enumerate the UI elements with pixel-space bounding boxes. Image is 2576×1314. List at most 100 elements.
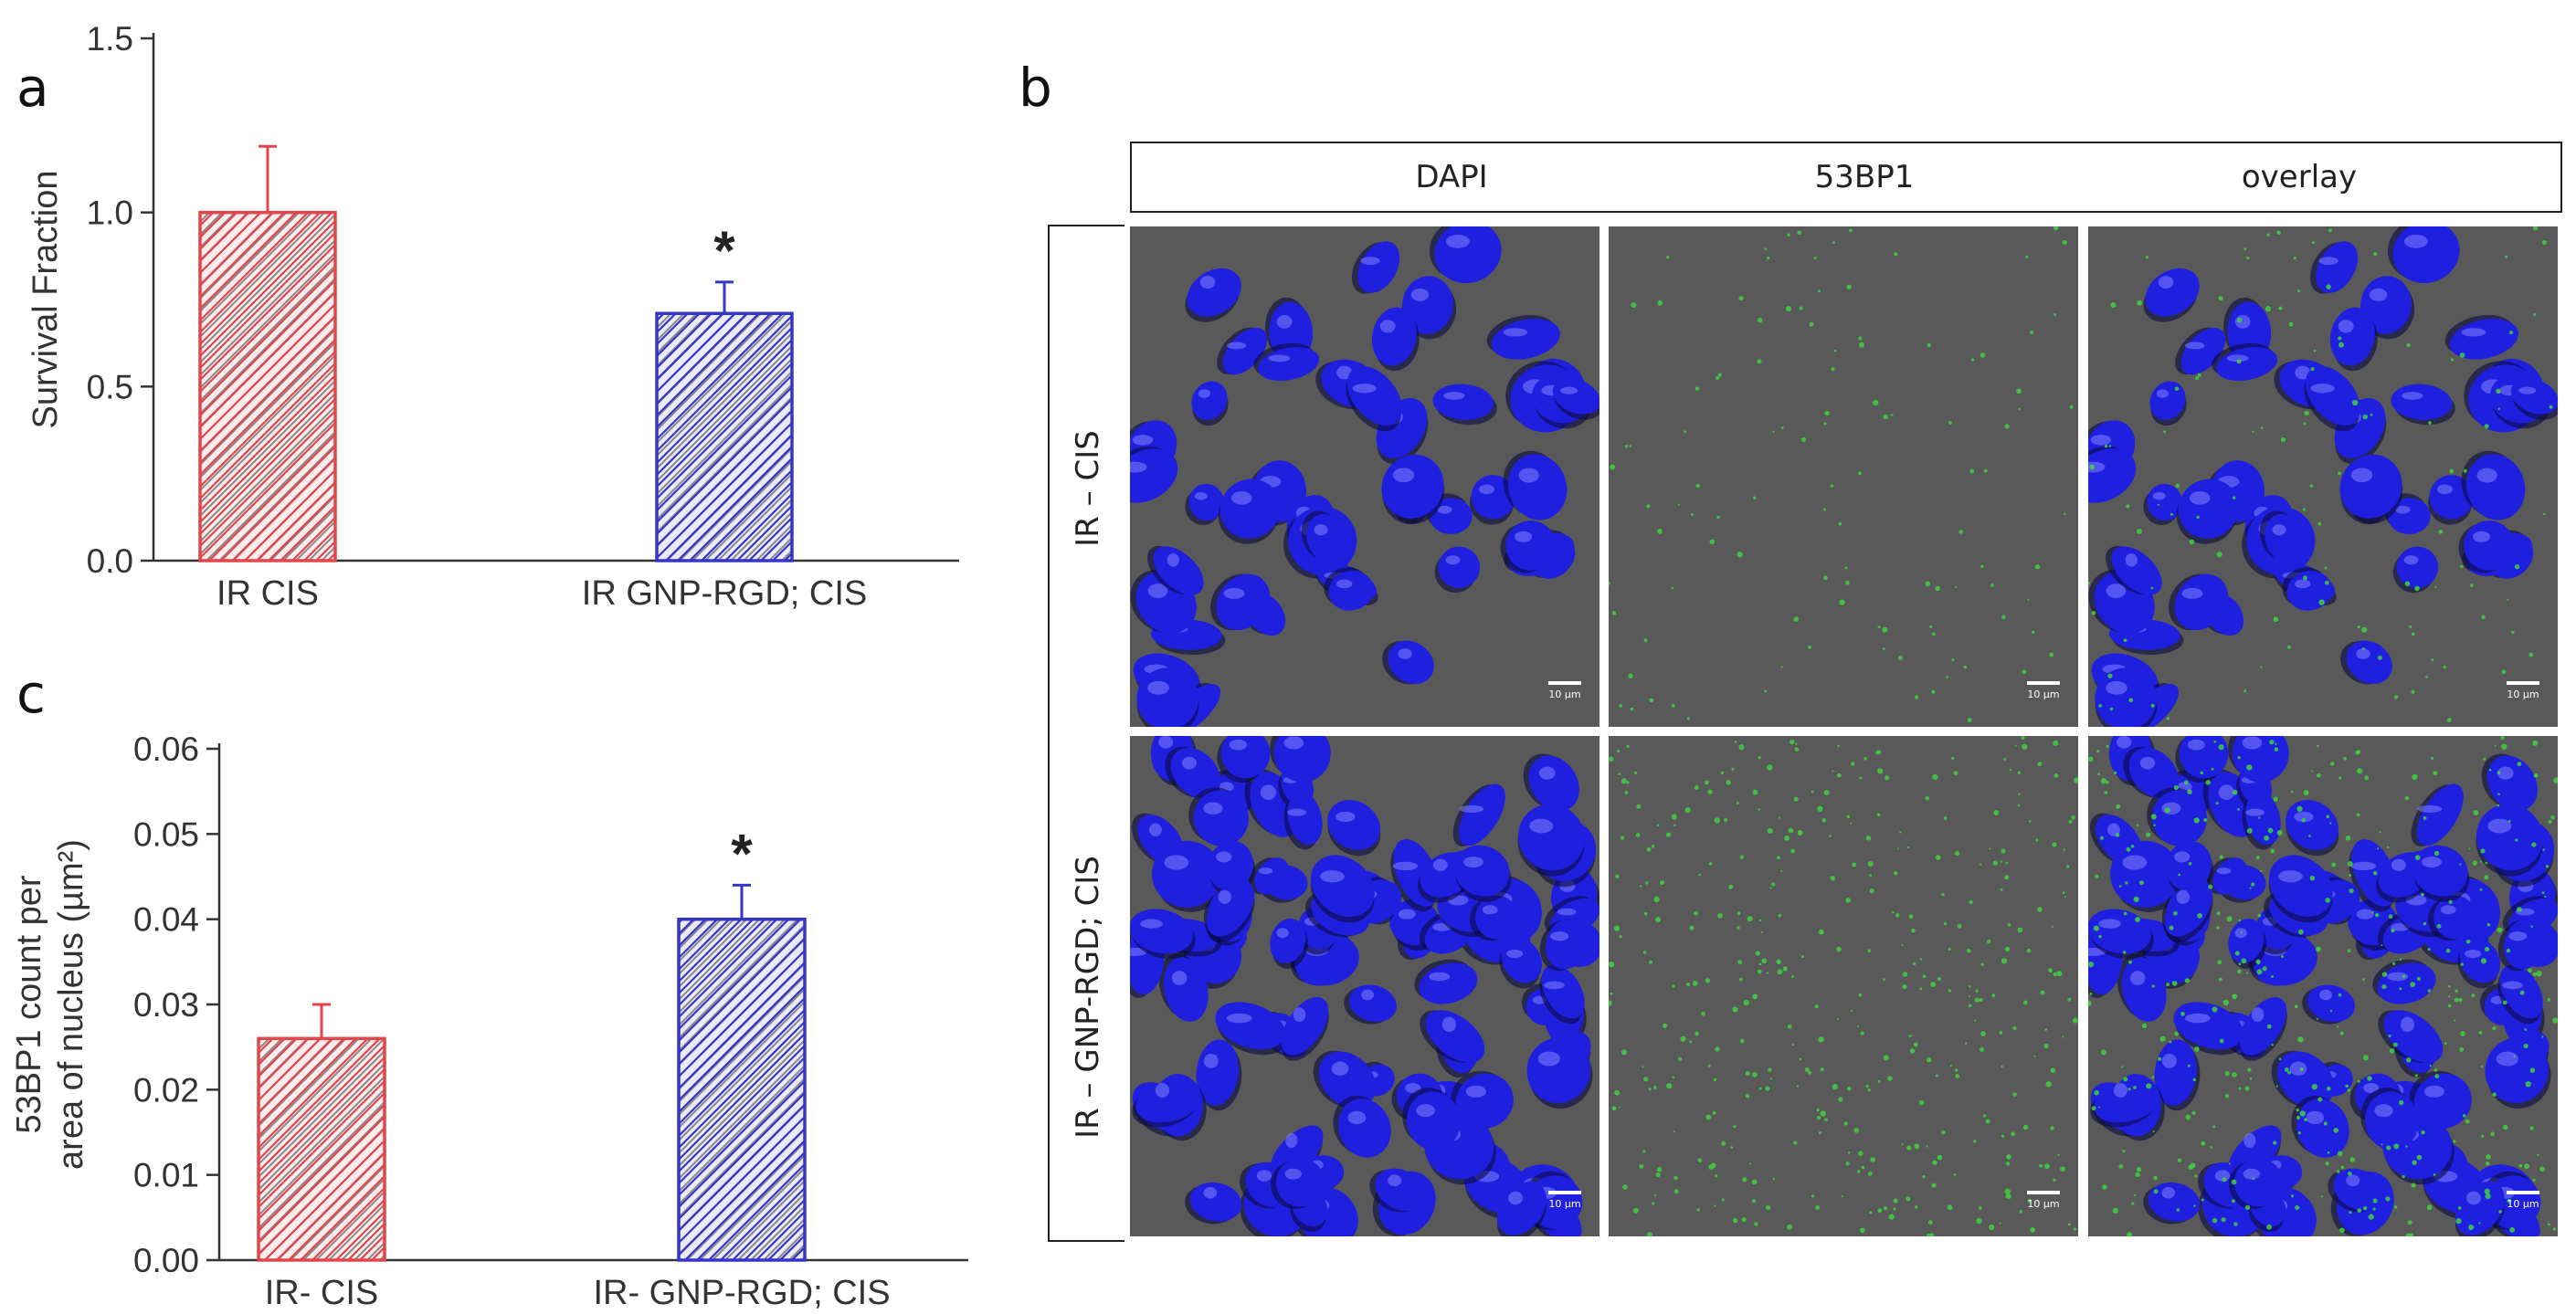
focus-dot xyxy=(2221,1217,2226,1223)
y-tick-label: 1.5 xyxy=(87,20,133,58)
focus-dot xyxy=(2552,1227,2557,1231)
focus-dot xyxy=(1893,1207,1896,1211)
hatch-stroke xyxy=(679,919,790,1031)
focus-dot xyxy=(2295,1205,2300,1211)
focus-dot xyxy=(2326,1086,2331,1091)
focus-dot xyxy=(1611,1106,1617,1111)
hatch-stroke xyxy=(200,243,335,382)
focus-dot xyxy=(1931,1183,1937,1188)
focus-dot xyxy=(2449,468,2455,474)
focus-dot xyxy=(1809,321,1814,327)
focus-dot xyxy=(2454,997,2459,1003)
scale-bar-line xyxy=(2507,681,2539,685)
focus-dot xyxy=(2005,1162,2011,1166)
micrograph-image xyxy=(1609,226,2074,722)
focus-dot xyxy=(2004,875,2010,880)
hatch-stroke xyxy=(298,0,937,561)
focus-dot xyxy=(1926,1145,1928,1148)
nucleus-highlight xyxy=(2440,905,2456,915)
focus-dot xyxy=(1751,1179,1758,1185)
focus-dot xyxy=(2438,530,2444,534)
focus-dot xyxy=(2484,424,2489,429)
focus-dot xyxy=(2293,257,2296,260)
focus-dot xyxy=(1901,944,1904,947)
focus-dot xyxy=(1728,884,1734,889)
scale-bar-line xyxy=(2027,681,2060,685)
focus-dot xyxy=(2423,816,2427,820)
nucleus-highlight xyxy=(2356,909,2374,920)
focus-dot xyxy=(1883,978,1885,981)
nucleus-highlight xyxy=(2403,555,2419,565)
focus-dot xyxy=(2073,1227,2077,1231)
focus-dot xyxy=(1869,888,1874,894)
focus-dot xyxy=(1741,1217,1747,1223)
focus-dot xyxy=(1730,1146,1734,1150)
focus-dot xyxy=(2068,819,2073,824)
focus-dot xyxy=(1867,949,1872,953)
focus-dot xyxy=(2433,1173,2436,1176)
focus-dot xyxy=(1967,718,1972,722)
micrograph-53bp1-row1: 10 µm xyxy=(1609,226,2078,727)
focus-dot xyxy=(2166,983,2170,987)
focus-dot xyxy=(1818,1131,1821,1135)
hatch-stroke xyxy=(679,919,731,972)
focus-dot xyxy=(1799,1057,1802,1060)
nucleus xyxy=(2164,879,2213,937)
focus-dot xyxy=(2237,808,2240,811)
focus-dot xyxy=(1671,586,1674,590)
focus-dot xyxy=(2468,1224,2475,1231)
focus-dot xyxy=(2152,1130,2155,1133)
focus-dot xyxy=(1709,539,1716,545)
hatch-stroke xyxy=(923,694,1005,1260)
nucleus-highlight xyxy=(1256,1170,1272,1182)
hatch-stroke xyxy=(37,0,676,561)
focus-dot xyxy=(2507,819,2511,823)
nucleus-highlight xyxy=(1459,804,1484,813)
hatch-stroke xyxy=(875,694,1005,1260)
focus-dot xyxy=(1935,1074,1938,1077)
nucleus-highlight xyxy=(2295,365,2311,380)
hatch-stroke xyxy=(954,694,1005,1260)
focus-dot xyxy=(2151,984,2155,988)
focus-dot xyxy=(2000,888,2003,891)
focus-dot xyxy=(2297,1036,2304,1043)
focus-dot xyxy=(1926,1233,1932,1236)
hatch-stroke xyxy=(820,0,1005,561)
focus-dot xyxy=(1628,673,1633,678)
focus-dot xyxy=(1833,349,1837,352)
focus-dot xyxy=(2308,835,2311,837)
focus-dot xyxy=(2381,984,2387,990)
focus-dot xyxy=(2519,990,2525,995)
focus-dot xyxy=(1705,1114,1712,1120)
focus-dot xyxy=(2137,529,2142,534)
focus-dot xyxy=(2302,508,2306,511)
focus-dot xyxy=(2177,1158,2182,1162)
focus-dot xyxy=(1749,1162,1752,1165)
focus-dot xyxy=(2243,689,2247,693)
hatch-stroke xyxy=(772,540,792,561)
nucleus-highlight xyxy=(2356,648,2370,659)
focus-dot xyxy=(1634,771,1638,774)
focus-dot xyxy=(2294,1004,2298,1009)
focus-dot xyxy=(2362,1055,2369,1061)
focus-dot xyxy=(1622,1184,1628,1190)
focus-dot xyxy=(2001,848,2006,854)
focus-dot xyxy=(2194,1174,2198,1178)
focus-dot xyxy=(2146,832,2151,837)
nucleus-highlight xyxy=(2318,257,2338,265)
hatch-stroke xyxy=(200,212,322,334)
focus-dot xyxy=(2455,989,2458,993)
focus-dot xyxy=(2045,1081,2052,1088)
focus-dot xyxy=(2371,911,2374,914)
nucleus-highlight xyxy=(2098,919,2121,929)
hatch-stroke xyxy=(679,1103,805,1233)
focus-dot xyxy=(2022,1000,2028,1005)
focus-dot xyxy=(2388,914,2393,920)
micrograph-image xyxy=(1130,736,1599,1236)
focus-dot xyxy=(1787,1224,1793,1230)
nucleus xyxy=(1507,454,1568,520)
hatch-stroke xyxy=(679,919,802,1043)
focus-dot xyxy=(2252,430,2254,434)
nucleus-highlight xyxy=(1203,802,1223,815)
focus-dot xyxy=(2531,842,2537,847)
